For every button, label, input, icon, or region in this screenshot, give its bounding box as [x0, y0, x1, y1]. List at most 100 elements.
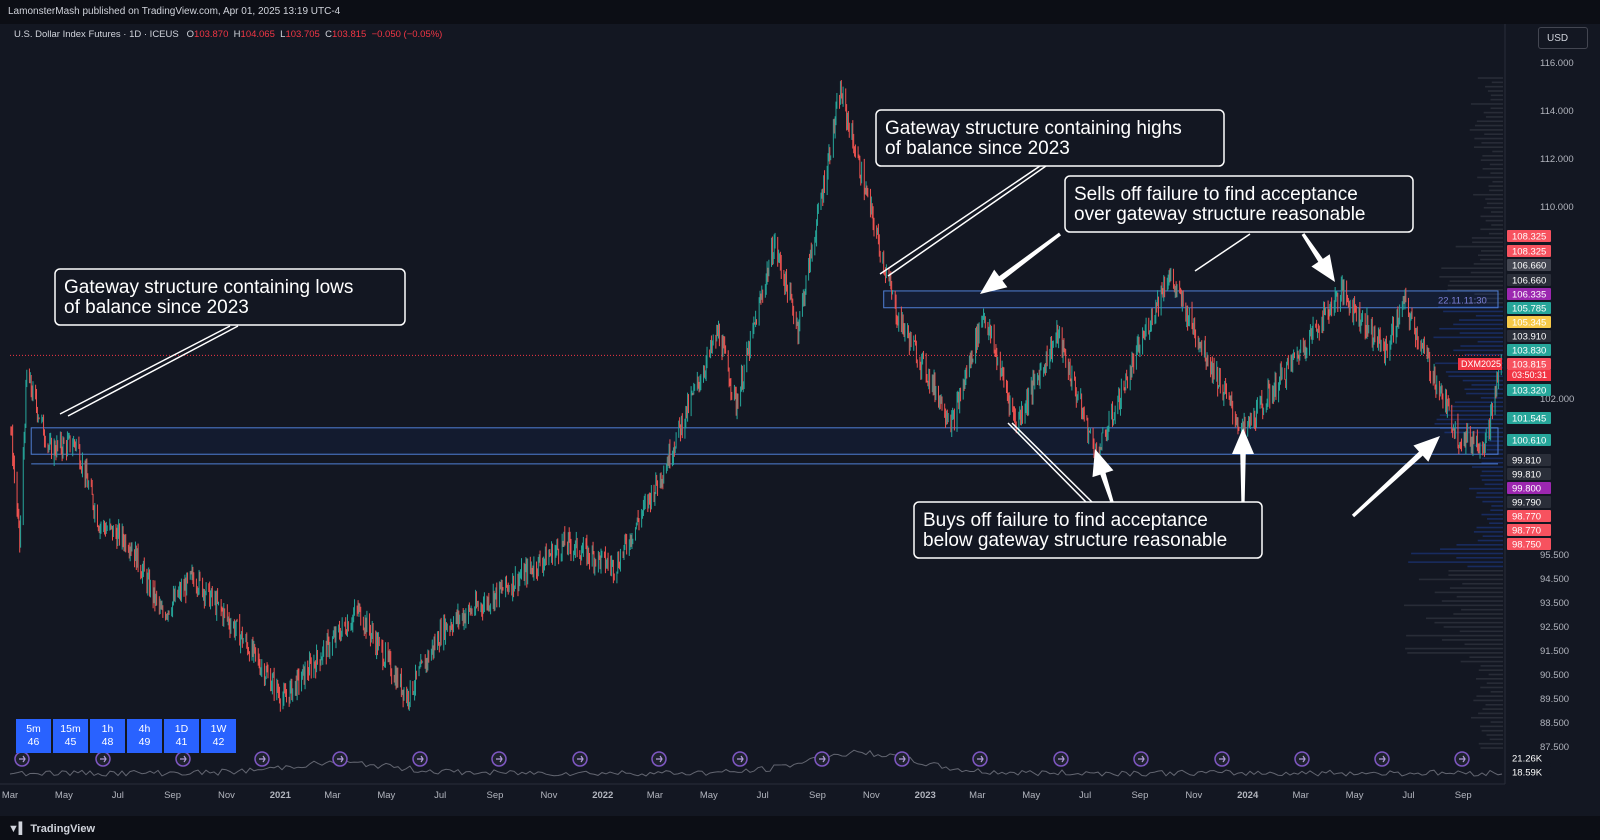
volume-profile-bar	[1480, 258, 1503, 261]
volume-profile-bar	[1466, 392, 1503, 395]
currency-selector[interactable]: USD	[1538, 27, 1588, 49]
price-axis: 116.000 114.000 112.000 110.000 102.000 95.50…	[1458, 24, 1600, 784]
volume-profile-bar	[1464, 353, 1503, 356]
volume-profile-bar	[1477, 539, 1503, 542]
contract-tag-bg	[1458, 358, 1502, 370]
price-label-text: 105.785	[1512, 304, 1546, 315]
volume-profile-bar	[1485, 219, 1503, 222]
volume-profile-bar	[1489, 522, 1503, 525]
volume-profile-bar	[1449, 280, 1503, 282]
volume-profile-bar	[1450, 405, 1503, 408]
volume-profile-bar	[1478, 742, 1503, 745]
timeframe-label: 4h	[138, 723, 151, 735]
close-value: 103.815	[331, 29, 367, 40]
volume-profile-bar	[1447, 289, 1503, 291]
volume-profile-bar	[1490, 721, 1503, 723]
timeframe-cell-1D[interactable]: 1D 41	[164, 719, 199, 753]
volume-profile-bar	[1490, 691, 1503, 693]
event-arrow-icon	[819, 755, 826, 763]
volume-profile-bar	[1480, 665, 1503, 667]
volume-profile-bar	[1436, 418, 1503, 421]
price-axis-label: 99.810	[1507, 468, 1551, 481]
volume-profile-bar	[1469, 301, 1503, 304]
timeframe-label: 1h	[101, 723, 114, 735]
price-label-text: 103.320	[1512, 386, 1546, 397]
publish-bar: LamonsterMash published on TradingView.c…	[0, 0, 1600, 24]
price-label-bg	[1507, 358, 1551, 370]
buys-annotation[interactable]: Buys off failure to find acceptancebelow…	[913, 501, 1263, 559]
volume-profile-bar	[1453, 323, 1503, 326]
volume-profile-bar	[1473, 263, 1503, 265]
price-axis-label: 105.345	[1507, 316, 1551, 329]
event-arrow-icon	[737, 755, 744, 763]
price-axis-label: 108.325	[1507, 230, 1551, 243]
volume-profile-bar	[1418, 578, 1503, 581]
timeframe-cell-1h[interactable]: 1h 48	[90, 719, 125, 753]
volume-profile-bar	[1477, 176, 1503, 179]
event-arrow-icon	[337, 755, 344, 763]
time-tick-label: Jul	[112, 790, 124, 801]
volume-profile-bar	[1480, 397, 1503, 399]
time-tick-label: Sep	[1455, 790, 1472, 801]
tradingview-logo[interactable]: ▼▍ TradingView	[8, 823, 95, 835]
volume-profile-bar	[1441, 600, 1503, 602]
price-label-bg	[1507, 496, 1551, 508]
volume-profile-bar	[1480, 474, 1503, 477]
close-label: C	[325, 29, 332, 40]
timeframe-cell-5m[interactable]: 5m 46	[16, 719, 51, 753]
price-axis-label: 103.815	[1507, 358, 1551, 371]
event-arrow-icon	[656, 755, 663, 763]
volume-profile-bar	[1483, 111, 1503, 114]
chart-area[interactable]: 22.11.11:30 Gateway structure containing…	[0, 24, 1600, 816]
volume-profile-bar	[1491, 81, 1503, 84]
price-label-text: 106.660	[1512, 276, 1546, 287]
time-tick-label: May	[1022, 790, 1040, 801]
volume-profile-bar	[1434, 591, 1503, 594]
event-arrow-icon	[180, 755, 187, 763]
volume-profile-bar	[1492, 150, 1503, 153]
volume-profile-bar	[1481, 457, 1503, 460]
sells-annotation[interactable]: Sells off failure to find acceptanceover…	[1064, 175, 1414, 233]
timeframe-value: 46	[27, 736, 40, 748]
price-label-text: 108.325	[1512, 247, 1546, 258]
buys-annotation-line: Buys off failure to find acceptance	[923, 510, 1208, 531]
event-arrow-icon	[259, 755, 266, 763]
price-label-bg	[1507, 482, 1551, 494]
price-axis-label: 100.610	[1507, 434, 1551, 447]
price-label-bg	[1507, 274, 1551, 286]
price-label-bg	[1507, 538, 1551, 550]
volume-profile-bar	[1489, 189, 1503, 192]
event-arrow-icon	[1219, 755, 1226, 763]
timeframe-cell-1W[interactable]: 1W 42	[201, 719, 236, 753]
arrow-to-2024-low	[1232, 428, 1254, 502]
volume-profile-bar	[1448, 569, 1503, 572]
volume-profile-bar	[1441, 267, 1503, 270]
time-tick-label: Nov	[863, 790, 880, 801]
low-value: 103.705	[285, 29, 320, 40]
volume-profile-bar	[1449, 587, 1503, 589]
timeframe-cell-15m[interactable]: 15m 45	[53, 719, 88, 753]
symbol-name: U.S. Dollar Index Futures · 1D · ICEUS	[14, 29, 179, 40]
price-axis-label: 101.545	[1507, 412, 1551, 425]
price-axis-label: 106.335	[1507, 288, 1551, 301]
volume-profile-bar	[1460, 660, 1503, 663]
timeframe-cell-4h[interactable]: 4h 49	[127, 719, 162, 753]
price-axis-label: 103.320	[1507, 384, 1551, 397]
volume-series	[9, 749, 1503, 777]
volume-profile-bar	[1489, 163, 1503, 166]
volume-profile-bar	[1455, 245, 1503, 248]
price-label-text: 103.910	[1512, 332, 1546, 343]
price-chart[interactable]: 22.11.11:30 Gateway structure containing…	[0, 24, 1600, 816]
contract-tag: DXM2025	[1461, 359, 1501, 369]
time-tick-label: 2024	[1237, 790, 1259, 801]
price-tick-label: 102.000	[1540, 394, 1574, 405]
price-axis-label: 108.325	[1507, 245, 1551, 258]
volume-profile-bar	[1481, 142, 1503, 144]
volume-profile-bar	[1490, 509, 1503, 512]
time-tick-label: Nov	[218, 790, 235, 801]
price-axis-label: 98.750	[1507, 538, 1551, 551]
time-tick-label: Jul	[757, 790, 769, 801]
